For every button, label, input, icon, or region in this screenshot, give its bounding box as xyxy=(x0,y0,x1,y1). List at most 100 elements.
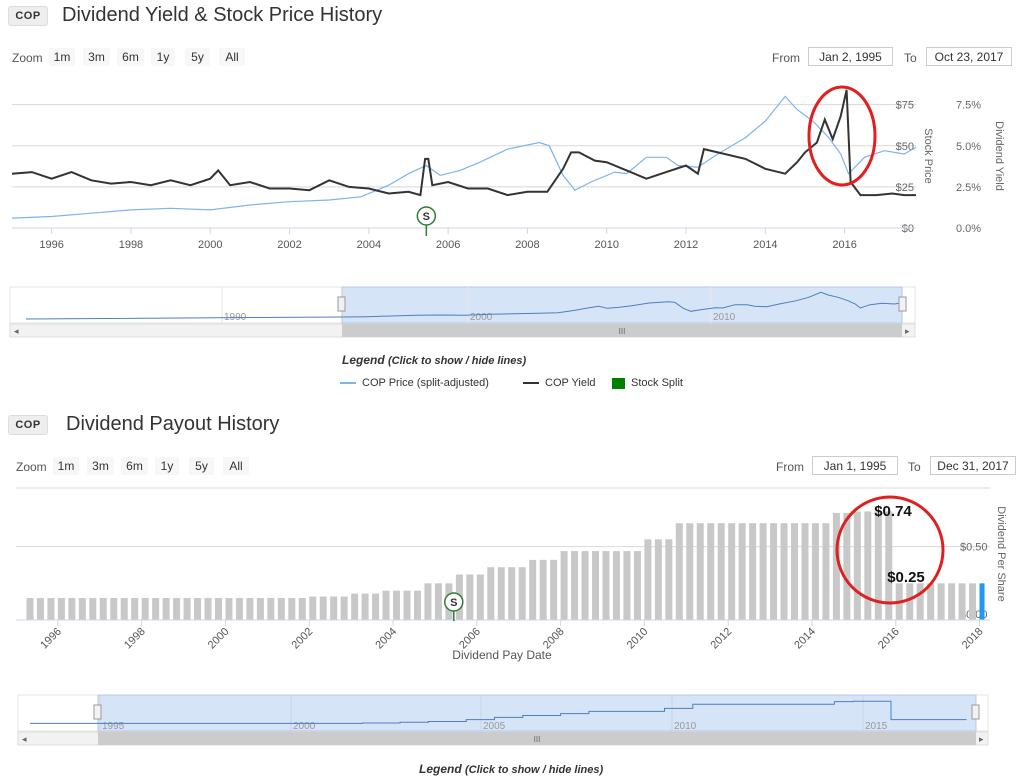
zoom-3m-button[interactable]: 3m xyxy=(87,457,114,475)
navigator-series-line xyxy=(25,291,903,320)
dividend-bar xyxy=(99,598,107,620)
dividend-bar xyxy=(571,551,579,620)
dividend-bar xyxy=(811,523,819,620)
dividend-bar xyxy=(319,596,327,620)
x-tick-label: 2000 xyxy=(198,239,222,251)
dividend-bar xyxy=(173,598,181,620)
legend-label: COP Price (split-adjusted) xyxy=(362,377,489,389)
legend-item-price[interactable]: COP Price (split-adjusted) xyxy=(340,377,489,389)
scrollbar-grip-icon: III xyxy=(534,735,541,744)
dividend-bar xyxy=(707,523,715,620)
navigator-year-label: 2005 xyxy=(483,721,506,732)
dividend-bar xyxy=(927,583,935,620)
dividend-bar xyxy=(403,590,411,620)
zoom-all-button[interactable]: All xyxy=(223,457,249,475)
navigator-year-label: 2010 xyxy=(713,312,736,323)
line-swatch-icon xyxy=(340,382,356,385)
dividend-bar xyxy=(372,593,380,620)
zoom-label: Zoom xyxy=(12,51,43,65)
dividend-bar xyxy=(560,551,568,620)
dividend-bar xyxy=(497,567,505,620)
navigator-right-handle xyxy=(898,296,907,312)
legend-title-text: Legend xyxy=(342,353,385,367)
x-tick-label: 1998 xyxy=(122,626,148,652)
dividend-bar xyxy=(853,511,861,620)
annotation-label: $0.25 xyxy=(887,569,925,586)
chart2-navigator[interactable]: 1995 2000 2005 2010 2015 III ◂ ▸ xyxy=(0,693,1024,749)
right-axis-tick-label: 7.5% xyxy=(956,100,981,112)
scroll-left-arrow-icon: ◂ xyxy=(14,326,19,336)
dividend-bar xyxy=(246,598,254,620)
navigator-year-label: 2010 xyxy=(674,721,697,732)
left-axis-title: Stock Price xyxy=(922,128,934,184)
legend-hint-text: (Click to show / hide lines) xyxy=(388,355,527,367)
scroll-right-arrow-icon: ▸ xyxy=(979,734,984,744)
dividend-bar xyxy=(770,523,778,620)
left-axis-tick-label: $50 xyxy=(896,141,914,153)
dividend-bar xyxy=(476,574,484,620)
zoom-6m-button[interactable]: 6m xyxy=(117,48,144,66)
dividend-bar xyxy=(633,551,641,620)
dividend-bar xyxy=(434,583,442,620)
dividend-bar xyxy=(738,523,746,620)
to-date-input[interactable]: Dec 31, 2017 xyxy=(930,456,1016,475)
dividend-bar xyxy=(78,598,86,620)
dividend-bar xyxy=(131,598,139,620)
navigator-year-label: 2000 xyxy=(470,312,493,323)
dividend-bar xyxy=(47,598,55,620)
dividend-bar xyxy=(822,523,830,620)
dividend-bar xyxy=(225,598,233,620)
dividend-bar xyxy=(874,511,882,620)
dividend-bar xyxy=(309,596,317,620)
dividend-bar xyxy=(843,512,851,620)
dividend-bar xyxy=(686,523,694,620)
to-date-input[interactable]: Oct 23, 2017 xyxy=(926,47,1012,66)
dividend-bar xyxy=(382,590,390,620)
dividend-bar xyxy=(602,551,610,620)
zoom-1m-button[interactable]: 1m xyxy=(53,457,79,475)
zoom-all-button[interactable]: All xyxy=(219,48,245,66)
highlight-circle xyxy=(835,495,945,605)
dividend-bar xyxy=(36,598,44,620)
dividend-bar xyxy=(612,551,620,620)
dividend-bar xyxy=(801,523,809,620)
x-tick-label: 1998 xyxy=(119,239,143,251)
line-swatch-icon xyxy=(523,382,539,385)
x-tick-label: 2000 xyxy=(206,626,232,652)
x-tick-label: 2010 xyxy=(625,626,651,652)
legend-item-yield[interactable]: COP Yield xyxy=(523,377,596,389)
zoom-5y-button[interactable]: 5y xyxy=(185,48,210,66)
zoom-1m-button[interactable]: 1m xyxy=(49,48,75,66)
legend-item-split[interactable]: Stock Split xyxy=(612,377,683,389)
yield-series-line xyxy=(11,89,916,197)
left-axis-tick-label: $25 xyxy=(896,182,914,194)
from-label: From xyxy=(776,460,804,474)
zoom-1y-button[interactable]: 1y xyxy=(151,48,175,66)
dividend-bar xyxy=(267,598,275,620)
split-marker-icon xyxy=(416,206,437,226)
zoom-6m-button[interactable]: 6m xyxy=(121,457,148,475)
from-date-input[interactable]: Jan 2, 1995 xyxy=(808,47,893,66)
scrollbar-grip-icon: III xyxy=(619,327,626,336)
scrollbar-thumb xyxy=(342,324,902,337)
chart1-title: Dividend Yield & Stock Price History xyxy=(62,4,383,26)
dividend-bar xyxy=(68,598,76,620)
from-date-input[interactable]: Jan 1, 1995 xyxy=(812,456,898,475)
zoom-5y-button[interactable]: 5y xyxy=(189,457,214,475)
navigator-selected-range xyxy=(341,286,903,324)
ticker-badge: COP xyxy=(8,415,48,435)
navigator-left-handle xyxy=(337,296,346,312)
dividend-bar xyxy=(937,583,945,620)
annotation-label: $0.74 xyxy=(874,503,912,520)
left-axis-tick-label: $75 xyxy=(896,100,914,112)
zoom-3m-button[interactable]: 3m xyxy=(83,48,110,66)
dividend-bar xyxy=(864,511,872,620)
zoom-1y-button[interactable]: 1y xyxy=(155,457,179,475)
dividend-bar xyxy=(330,596,338,620)
dividend-bar xyxy=(969,583,977,620)
dividend-bar xyxy=(26,598,34,620)
navigator-year-label: 2000 xyxy=(293,721,316,732)
dividend-bar xyxy=(424,583,432,620)
x-tick-label: 2008 xyxy=(515,239,539,251)
